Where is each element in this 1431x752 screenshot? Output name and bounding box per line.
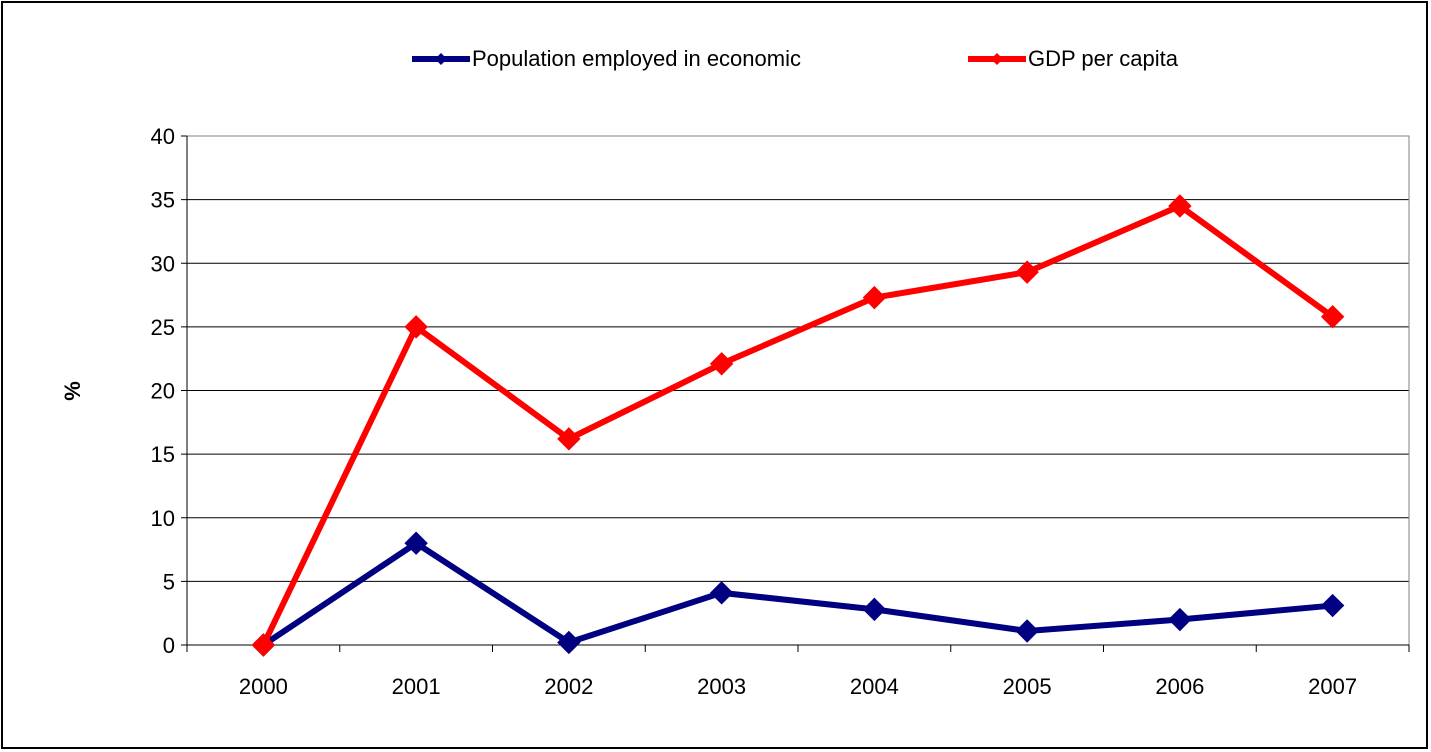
- series-1-point-2002: [557, 427, 581, 451]
- series-0-point-2005: [1015, 619, 1039, 643]
- y-tick-label-15: 15: [151, 442, 175, 467]
- x-tick-label-2000: 2000: [239, 674, 288, 699]
- axes: 0 5 10 15 20 25 30 35 40 2000 2001 2002 2003 2004 2005…: [151, 124, 1410, 699]
- series-0-point-2007: [1320, 593, 1345, 618]
- legend-marker-gdp-per-capita: [991, 53, 1003, 65]
- series-0-point-2002: [557, 630, 581, 655]
- series-1-point-2007: [1320, 304, 1345, 329]
- legend-label-gdp-per-capita: GDP per capita: [1028, 46, 1179, 71]
- y-tick-label-20: 20: [151, 379, 175, 404]
- x-tick-label-2004: 2004: [850, 674, 899, 699]
- series-1-point-2001: [404, 315, 428, 339]
- legend-entry-population-employed: Population employed in economic: [412, 46, 801, 71]
- legend-marker-population-employed: [435, 53, 447, 65]
- y-tick-label-25: 25: [151, 315, 175, 340]
- series-1-point-2000: [251, 633, 276, 657]
- y-tick-label-30: 30: [151, 251, 175, 276]
- x-tick-label-2003: 2003: [697, 674, 746, 699]
- series-line-0: [261, 539, 1333, 648]
- series-line-1: [260, 202, 1335, 647]
- y-tick-label-10: 10: [151, 506, 175, 531]
- series-1-point-2005: [1015, 260, 1039, 284]
- x-tick-label-2006: 2006: [1155, 674, 1204, 699]
- y-axis-title: %: [60, 381, 85, 401]
- series-0-point-2003: [709, 581, 734, 605]
- y-tick-label-0: 0: [163, 633, 175, 658]
- x-tick-label-2005: 2005: [1003, 674, 1052, 699]
- series-0-point-2004: [862, 597, 887, 622]
- y-tick-label-5: 5: [163, 569, 175, 594]
- series-0-point-2006: [1168, 607, 1192, 632]
- legend-label-population-employed: Population employed in economic: [472, 46, 801, 71]
- legend-entry-gdp-per-capita: GDP per capita: [968, 46, 1179, 71]
- series-1-point-2003: [709, 352, 734, 376]
- series-0-point-2001: [404, 531, 428, 555]
- x-tick-label-2002: 2002: [544, 674, 593, 699]
- x-tick-label-2001: 2001: [392, 674, 441, 699]
- x-tick-label-2007: 2007: [1308, 674, 1357, 699]
- gridlines: [187, 135, 1409, 582]
- y-tick-label-40: 40: [151, 124, 175, 149]
- legend: Population employed in economic GDP per …: [412, 46, 1179, 71]
- series-layer: [251, 194, 1345, 657]
- series-1-point-2004: [862, 285, 887, 310]
- series-1-point-2006: [1168, 194, 1192, 218]
- y-tick-label-35: 35: [151, 188, 175, 213]
